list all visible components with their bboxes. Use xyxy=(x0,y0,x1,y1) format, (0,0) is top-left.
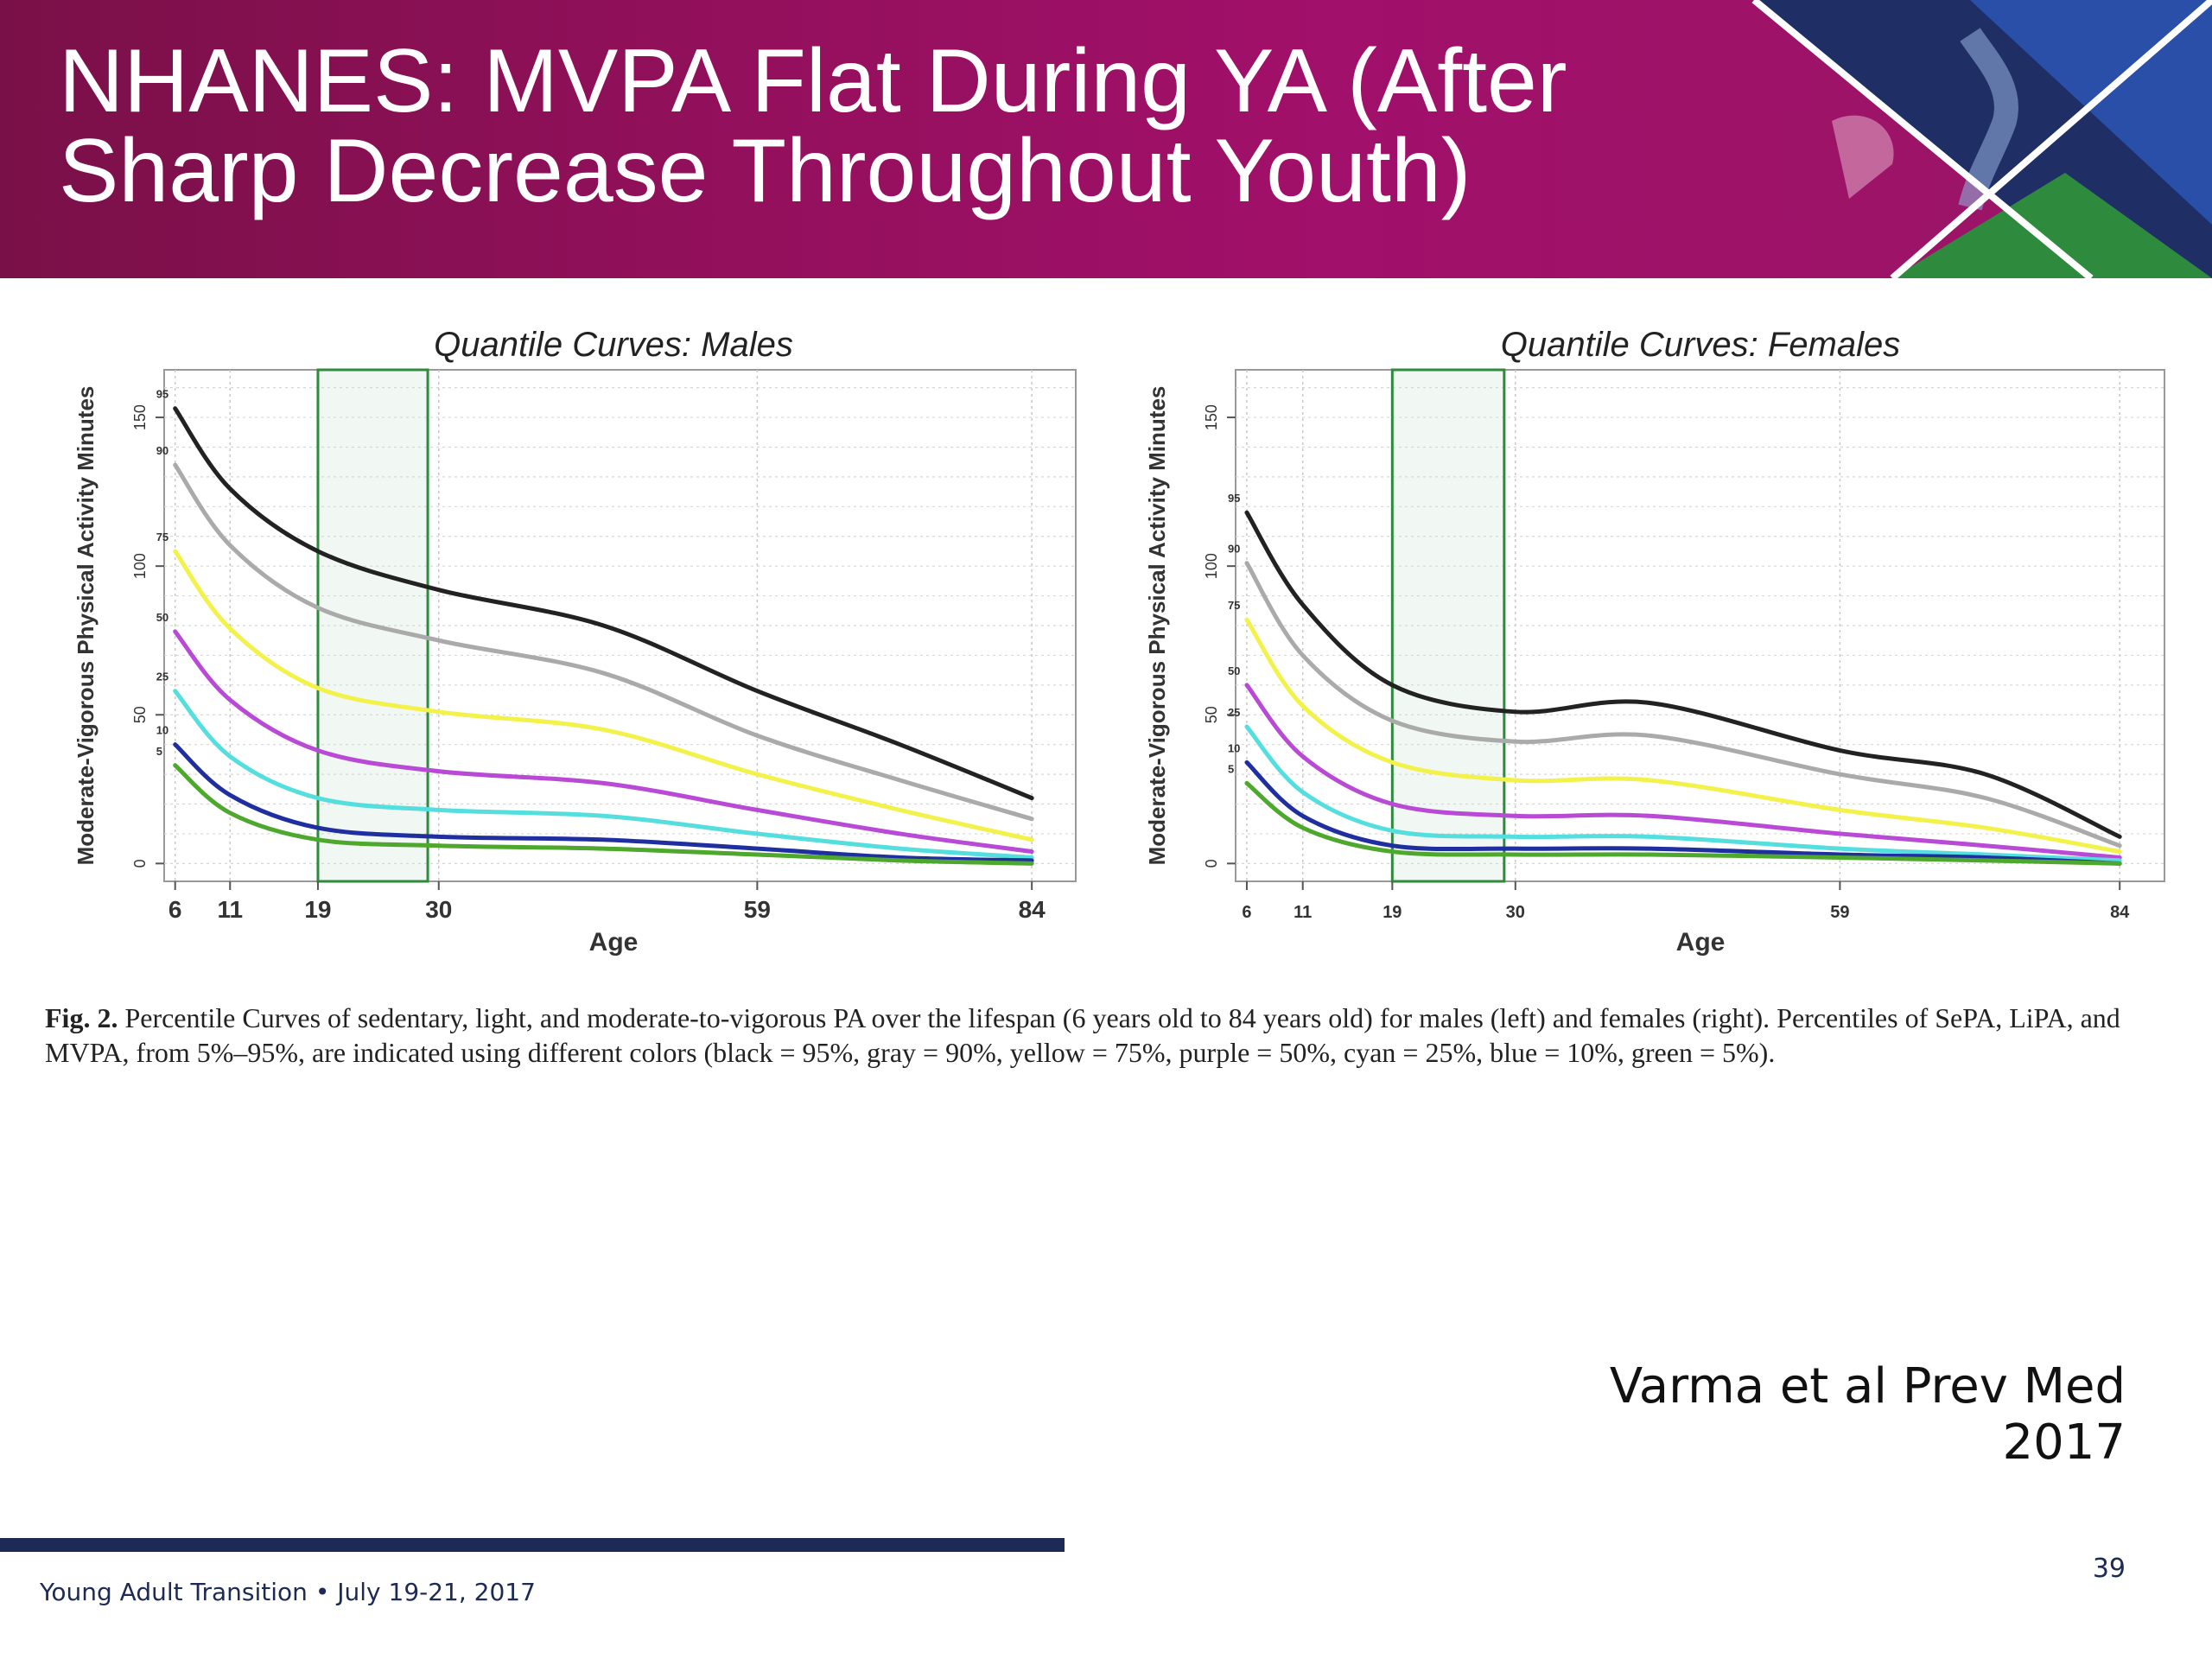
x-tick-label: 19 xyxy=(1382,903,1402,922)
series-label-95: 95 xyxy=(1228,492,1240,505)
series-line-90 xyxy=(173,462,1034,822)
y-tick-label: 100 xyxy=(1203,553,1220,579)
series-line-10 xyxy=(1244,760,2122,866)
series-label-25: 25 xyxy=(1228,706,1240,719)
caption-label: Fig. 2. xyxy=(45,1002,118,1033)
x-tick-label: 6 xyxy=(168,896,182,923)
series-line-50 xyxy=(1244,683,2122,860)
series-label-10: 10 xyxy=(1228,741,1240,754)
series-line-75 xyxy=(173,549,1034,842)
citation: Varma et al Prev Med 2017 xyxy=(1609,1358,2126,1471)
series-label-5: 5 xyxy=(1228,762,1234,775)
plot-area xyxy=(1235,369,2165,882)
chart-title: Quantile Curves: Females xyxy=(1501,326,1900,364)
x-tick-label: 84 xyxy=(2110,903,2130,922)
series-line-75 xyxy=(1244,617,2122,855)
x-tick-label: 30 xyxy=(1506,903,1525,922)
series-label-90: 90 xyxy=(156,444,168,457)
page-number: 39 xyxy=(2092,1554,2126,1584)
series-label-25: 25 xyxy=(156,671,168,683)
x-tick-label: 84 xyxy=(1019,896,1046,923)
y-tick-label: 0 xyxy=(131,859,149,868)
x-tick-label: 6 xyxy=(1242,903,1251,922)
caption-text: Percentile Curves of sedentary, light, a… xyxy=(45,1002,2120,1068)
series-line-90 xyxy=(1244,561,2122,849)
x-axis-label: Age xyxy=(1676,928,1726,957)
slide-title: NHANES: MVPA Flat During YA (After Sharp… xyxy=(59,36,1700,216)
x-tick-label: 11 xyxy=(217,896,243,923)
series-line-5 xyxy=(173,763,1034,866)
slide-title-line-2: Sharp Decrease Throughout Youth) xyxy=(59,121,1471,221)
series-line-50 xyxy=(173,629,1034,855)
decorative-logo-graphic xyxy=(1751,0,2212,278)
footer-text: Young Adult Transition • July 19-21, 201… xyxy=(40,1578,536,1606)
footer-rule xyxy=(0,1538,1065,1552)
series-label-90: 90 xyxy=(1228,543,1240,556)
x-tick-label: 19 xyxy=(304,896,331,923)
series-label-50: 50 xyxy=(1228,664,1240,677)
y-tick-label: 100 xyxy=(131,553,149,579)
series-line-25 xyxy=(1244,724,2122,863)
figure-caption: Fig. 2. Percentile Curves of sedentary, … xyxy=(45,1001,2188,1070)
series-line-10 xyxy=(173,742,1034,863)
y-tick-label: 150 xyxy=(131,404,149,430)
series-label-75: 75 xyxy=(1228,599,1240,612)
x-axis-label: Age xyxy=(589,928,639,957)
series-label-50: 50 xyxy=(156,611,168,624)
y-tick-label: 0 xyxy=(1203,859,1220,868)
y-axis-label: Moderate-Vigorous Physical Activity Minu… xyxy=(1144,386,1170,866)
highlight-box-young-adult xyxy=(1390,368,1506,883)
chart-title: Quantile Curves: Males xyxy=(434,326,793,364)
series-label-95: 95 xyxy=(156,388,168,401)
x-tick-label: 59 xyxy=(1830,903,1849,922)
slide-title-line-1: NHANES: MVPA Flat During YA (After xyxy=(59,31,1567,131)
series-label-5: 5 xyxy=(156,745,162,758)
y-tick-label: 150 xyxy=(1203,404,1220,430)
x-tick-label: 30 xyxy=(425,896,452,923)
x-tick-label: 11 xyxy=(1294,903,1312,922)
series-line-95 xyxy=(173,406,1034,801)
x-tick-label: 59 xyxy=(744,896,771,923)
y-tick-label: 50 xyxy=(131,706,149,723)
title-banner: NHANES: MVPA Flat During YA (After Sharp… xyxy=(0,0,2212,278)
series-label-10: 10 xyxy=(156,724,168,737)
y-tick-label: 50 xyxy=(1203,706,1220,723)
chart-panel-males: 95 90 75 50 25 10 5 6 11 19 30 59 84 0 50 100 150 Quantil… xyxy=(73,326,1077,957)
series-line-5 xyxy=(1244,780,2122,866)
series-line-95 xyxy=(1244,510,2122,839)
chart-panel-females: 95 90 75 50 25 10 5 6 11 19 30 59 84 0 50 100 150 Quantil… xyxy=(1144,326,2165,957)
series-label-75: 75 xyxy=(156,531,168,543)
series-line-25 xyxy=(173,689,1034,860)
y-axis-label: Moderate-Vigorous Physical Activity Minu… xyxy=(73,386,99,866)
